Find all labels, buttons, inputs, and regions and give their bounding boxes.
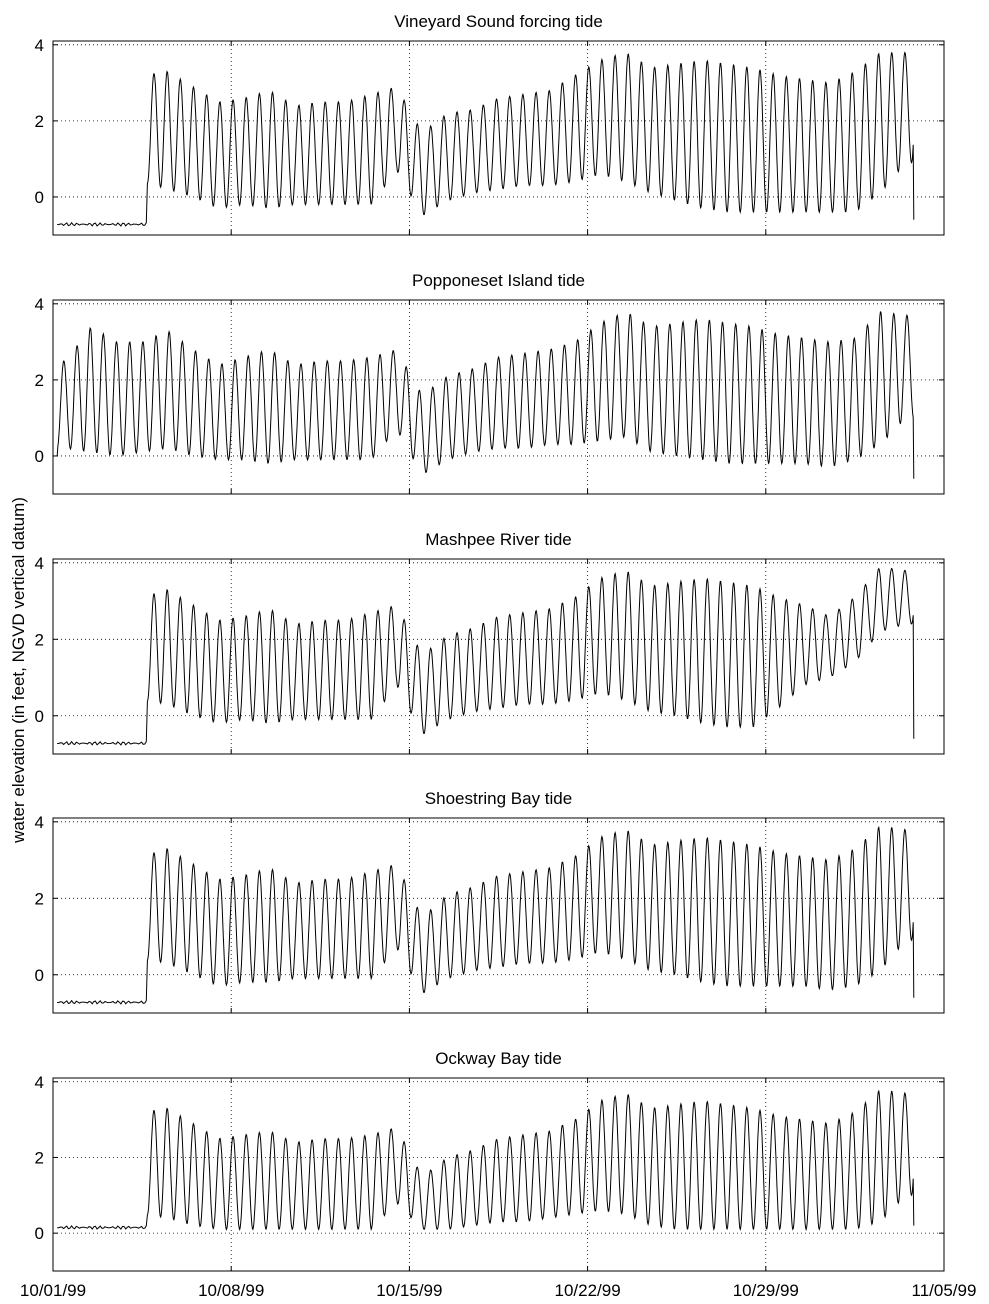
x-tick-label: 10/01/99 bbox=[20, 1281, 86, 1300]
plot-area bbox=[52, 558, 945, 755]
chart-panel: Shoestring Bay tide 0 2 4 bbox=[35, 789, 945, 1014]
y-tick-label: 4 bbox=[35, 295, 44, 314]
tide-series-line bbox=[57, 1089, 915, 1232]
tide-series-line bbox=[57, 825, 915, 1005]
y-tick-label: 2 bbox=[35, 371, 44, 390]
tide-series-line bbox=[57, 51, 915, 227]
x-tick-label: 10/15/99 bbox=[376, 1281, 442, 1300]
y-tick-label: 2 bbox=[35, 1148, 44, 1167]
y-tick-label: 2 bbox=[35, 112, 44, 131]
y-tick-label: 4 bbox=[35, 813, 44, 832]
tide-series-line bbox=[56, 311, 915, 479]
y-tick-label: 4 bbox=[35, 554, 44, 573]
y-tick-label: 0 bbox=[35, 707, 44, 726]
plot-area bbox=[52, 817, 945, 1014]
chart-title: Mashpee River tide bbox=[425, 530, 571, 549]
x-tick-label: 10/22/99 bbox=[555, 1281, 621, 1300]
y-tick-label: 4 bbox=[35, 1073, 44, 1092]
chart-panel: Ockway Bay tide 10/01/99 10/08/99 10/15/99 1… bbox=[20, 1049, 977, 1300]
y-tick-label: 0 bbox=[35, 966, 44, 985]
plot-area bbox=[52, 299, 945, 495]
chart-panel: Vineyard Sound forcing tide 0 2 4 bbox=[35, 12, 945, 236]
chart-panel: Popponeset Island tide 0 2 4 bbox=[35, 271, 945, 495]
x-tick-label: 11/05/99 bbox=[912, 1281, 977, 1300]
y-tick-label: 0 bbox=[35, 188, 44, 207]
chart-title: Popponeset Island tide bbox=[412, 271, 585, 290]
y-tick-label: 2 bbox=[35, 630, 44, 649]
y-tick-label: 0 bbox=[35, 1224, 44, 1243]
y-tick-label: 0 bbox=[35, 447, 44, 466]
plot-area bbox=[52, 40, 945, 236]
chart-title: Vineyard Sound forcing tide bbox=[394, 12, 603, 31]
y-tick-label: 4 bbox=[35, 36, 44, 55]
tide-series-line bbox=[57, 567, 915, 746]
y-axis-label: water elevation (in feet, NGVD vertical … bbox=[9, 497, 28, 843]
chart-title: Ockway Bay tide bbox=[435, 1049, 562, 1068]
chart-panel: Mashpee River tide 0 2 4 bbox=[35, 530, 945, 755]
x-tick-label: 10/08/99 bbox=[198, 1281, 264, 1300]
plot-area bbox=[52, 1077, 945, 1272]
chart-title: Shoestring Bay tide bbox=[425, 789, 572, 808]
y-tick-label: 2 bbox=[35, 889, 44, 908]
x-tick-label: 10/29/99 bbox=[733, 1281, 799, 1300]
